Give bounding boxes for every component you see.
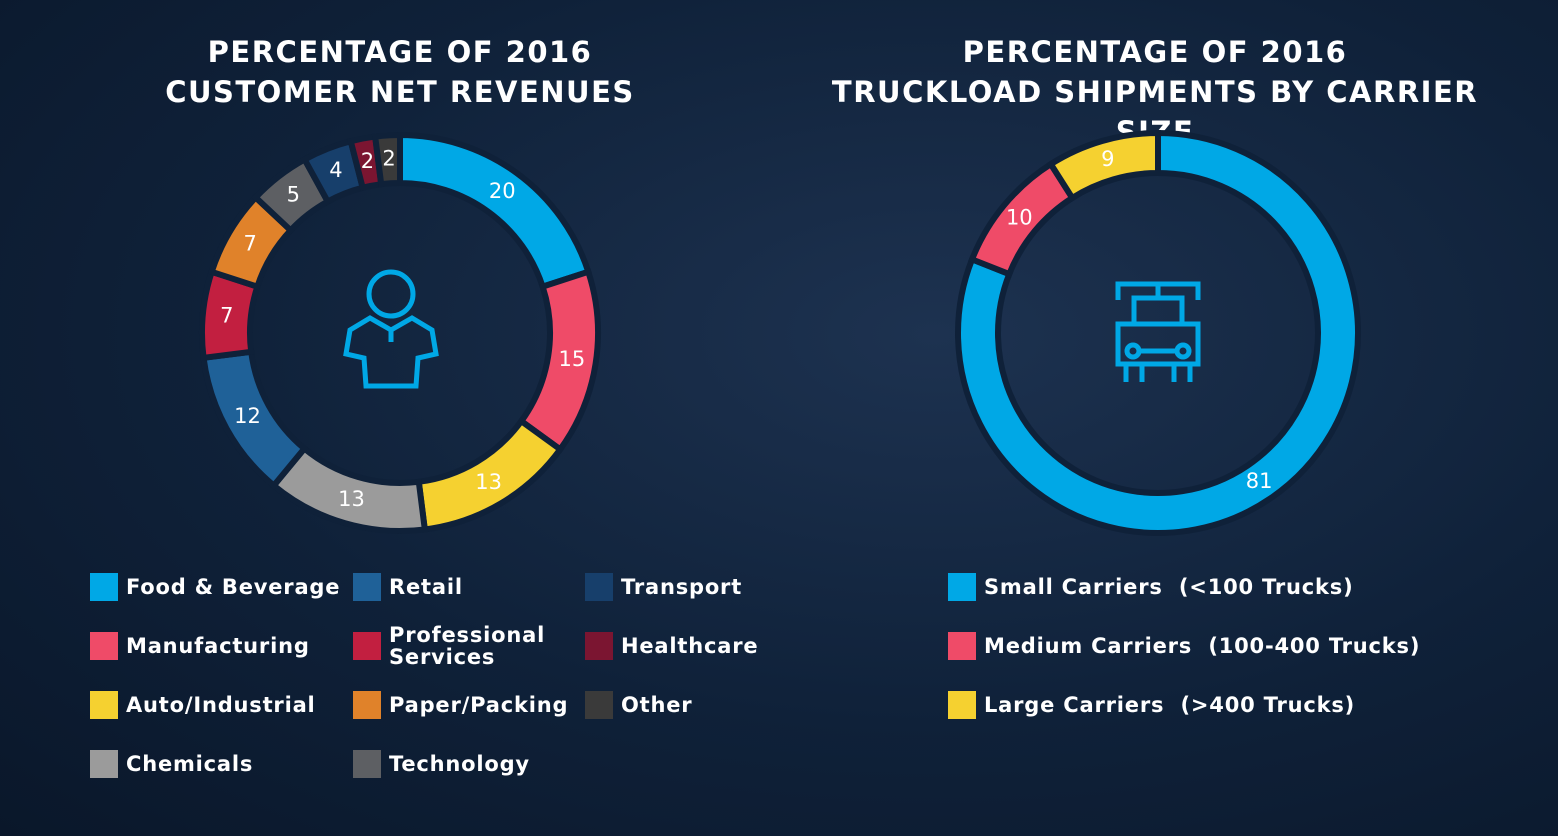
legend-swatch: [353, 632, 381, 660]
legend-swatch: [948, 573, 976, 601]
legend-label: Large Carriers (>400 Trucks): [984, 693, 1356, 717]
data-label: 13: [475, 470, 502, 494]
legend-item: Auto/Industrial: [90, 689, 316, 721]
legend-label: Food & Beverage: [126, 575, 341, 599]
legend-item: Chemicals: [90, 748, 253, 780]
legend-swatch: [353, 750, 381, 778]
legend-item: Paper/Packing: [353, 689, 568, 721]
legend-label: Other: [621, 693, 693, 717]
chart-title: PERCENTAGE OF 2016 CUSTOMER NET REVENUES: [165, 35, 635, 109]
data-label: 2: [361, 149, 374, 173]
legend-item: Other: [585, 689, 692, 721]
legend-swatch: [948, 691, 976, 719]
legend-swatch: [90, 632, 118, 660]
legend-swatch: [585, 573, 613, 601]
legend-label: Small Carriers (<100 Trucks): [984, 575, 1354, 599]
legend-item: Large Carriers (>400 Trucks): [948, 689, 1355, 721]
legend-swatch: [948, 632, 976, 660]
legend-swatch: [353, 573, 381, 601]
data-label: 81: [1246, 469, 1273, 493]
truck-icon: [1115, 281, 1201, 382]
data-label: 4: [329, 158, 342, 182]
data-label: 7: [244, 231, 257, 255]
legend-item: Food & Beverage: [90, 571, 340, 603]
data-label: 5: [287, 183, 300, 207]
data-label: 2: [382, 146, 395, 170]
legend-swatch: [585, 691, 613, 719]
legend-item: Technology: [353, 748, 530, 780]
legend-item: Manufacturing: [90, 630, 310, 662]
legend-item: Professional Services: [353, 624, 549, 668]
legend-item: Healthcare: [585, 630, 758, 662]
legend-label: Retail: [389, 575, 463, 599]
donut-segment: [397, 131, 593, 291]
legend-swatch: [90, 573, 118, 601]
legend-item: Small Carriers (<100 Trucks): [948, 571, 1353, 603]
data-label: 12: [234, 404, 261, 428]
legend-label: Transport: [621, 575, 743, 599]
legend-swatch: [90, 750, 118, 778]
legend-label: Medium Carriers (100-400 Trucks): [984, 634, 1421, 658]
legend-swatch: [585, 632, 613, 660]
person-icon: [343, 269, 439, 389]
legend-label: Technology: [389, 752, 530, 776]
data-label: 10: [1006, 205, 1033, 229]
data-label: 13: [338, 487, 365, 511]
data-label: 20: [489, 179, 516, 203]
data-label: 15: [558, 347, 585, 371]
data-label: 7: [220, 304, 233, 328]
legend-label: Professional Services: [389, 623, 546, 669]
legend-label: Paper/Packing: [389, 693, 569, 717]
donut-segment: [1046, 129, 1161, 203]
legend-item: Transport: [585, 571, 742, 603]
legend-label: Chemicals: [126, 752, 254, 776]
legend-item: Medium Carriers (100-400 Trucks): [948, 630, 1420, 662]
legend-swatch: [90, 691, 118, 719]
legend-item: Retail: [353, 571, 463, 603]
legend-label: Healthcare: [621, 634, 759, 658]
legend-label: Auto/Industrial: [126, 693, 316, 717]
donut-segment: [371, 131, 403, 188]
legend-swatch: [353, 691, 381, 719]
legend-label: Manufacturing: [126, 634, 310, 658]
donut-segment: [955, 129, 1361, 536]
data-label: 9: [1101, 147, 1114, 171]
